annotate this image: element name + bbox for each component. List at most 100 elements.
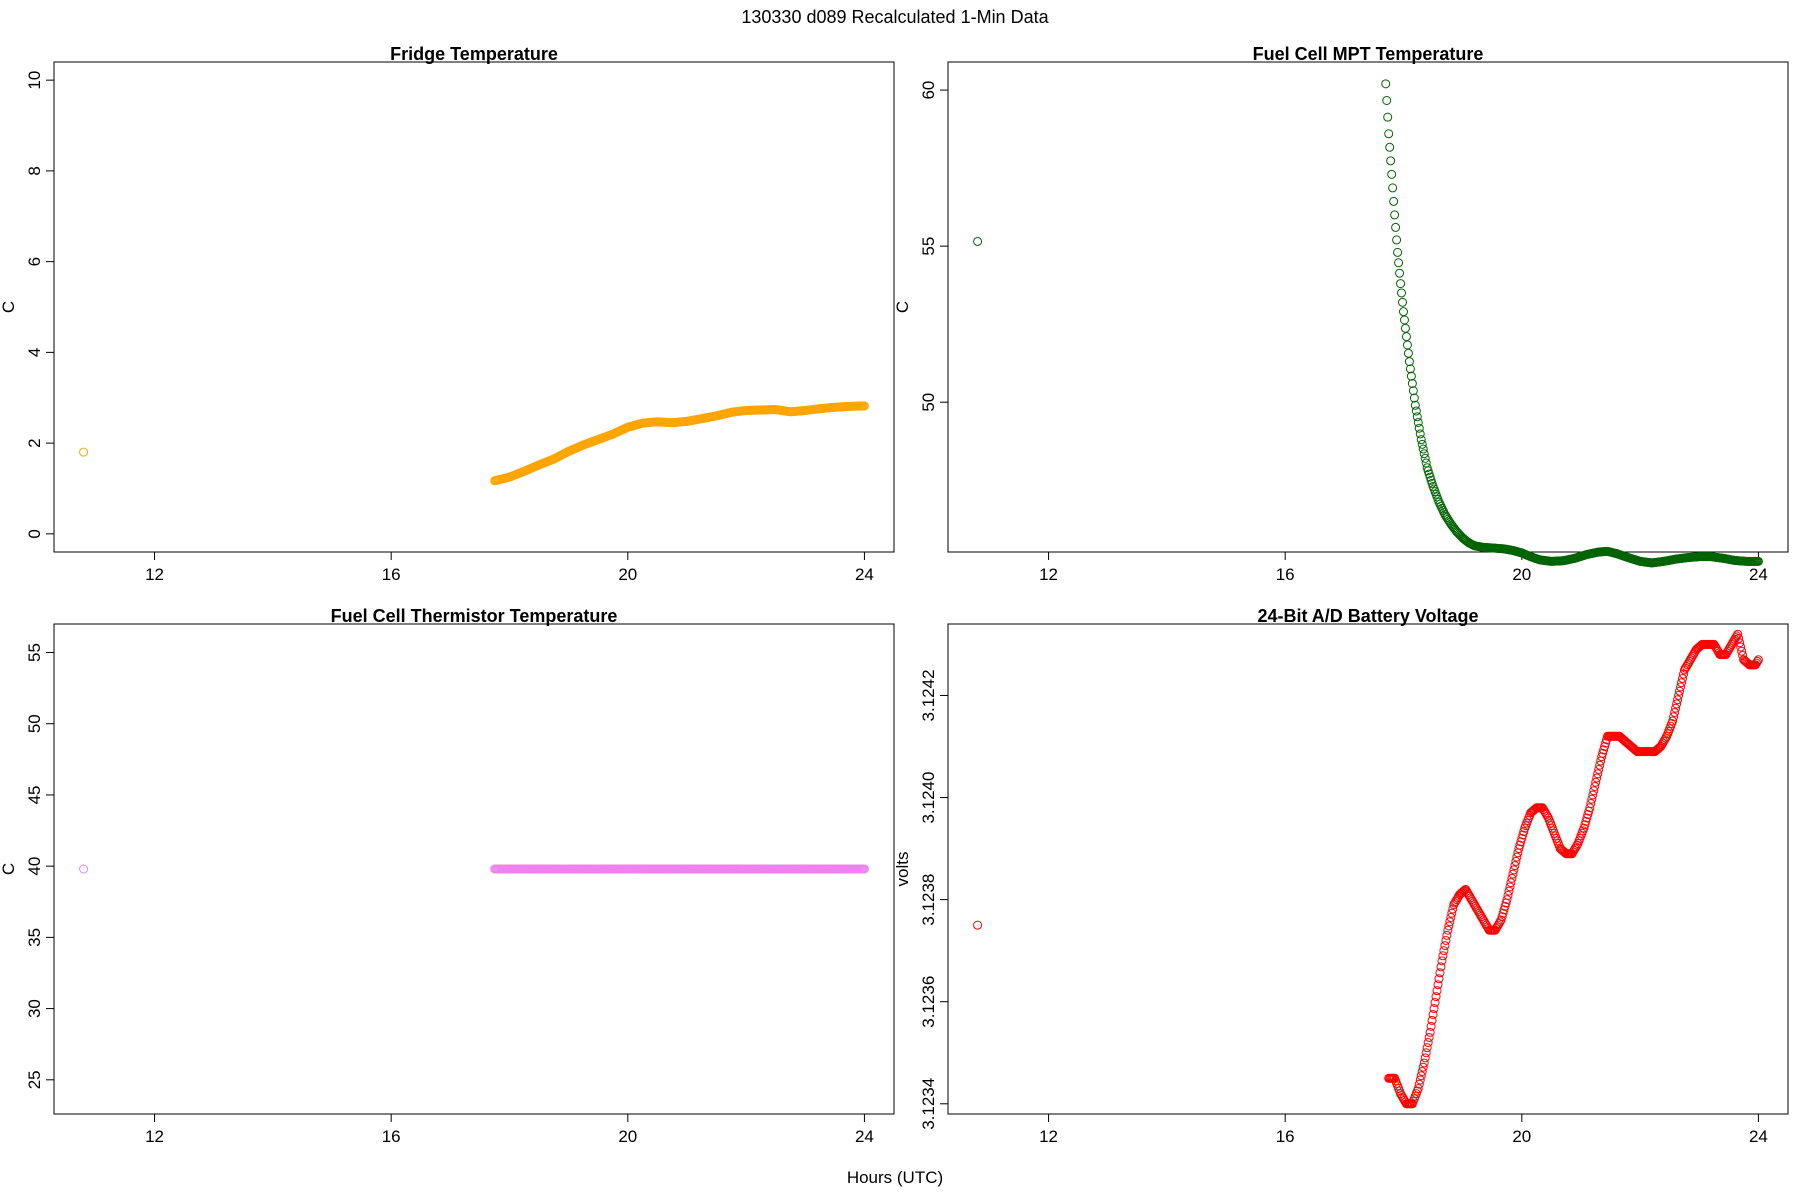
data-point — [1395, 268, 1405, 278]
data-point — [973, 920, 983, 930]
data-point — [1502, 895, 1512, 905]
y-tick-label: 3.1236 — [919, 976, 938, 1028]
data-point — [1671, 703, 1681, 713]
y-tick-label: 30 — [25, 999, 44, 1018]
data-point — [1599, 745, 1609, 755]
data-point — [1410, 400, 1420, 410]
data-point — [1675, 686, 1685, 696]
x-tick-label: 20 — [1512, 565, 1531, 584]
data-point — [1401, 332, 1411, 342]
y-tick-label: 45 — [25, 785, 44, 804]
data-point — [1497, 912, 1507, 922]
data-point — [1416, 1071, 1426, 1081]
data-point — [1435, 968, 1445, 978]
data-point — [1734, 633, 1744, 643]
data-point — [1498, 908, 1508, 918]
data-point — [1587, 794, 1597, 804]
panel-3: Fuel Cell Thermistor Temperature C 12 16 20 2… — [0, 606, 895, 1146]
x-tick-label: 24 — [1749, 1127, 1768, 1146]
data-point — [1590, 781, 1600, 791]
data-point — [1398, 307, 1408, 317]
data-point — [1417, 1066, 1427, 1076]
data-point — [1503, 890, 1513, 900]
data-point — [1677, 678, 1687, 688]
y-tick-label: 3.1238 — [919, 874, 938, 926]
y-axis-label: volts — [893, 852, 912, 887]
data-point — [1506, 878, 1516, 888]
data-point — [1579, 823, 1589, 833]
data-point — [1396, 279, 1406, 289]
data-point — [1738, 650, 1748, 660]
data-point — [1420, 453, 1430, 463]
data-point — [1420, 1053, 1430, 1063]
data-point — [1514, 844, 1524, 854]
data-point — [1383, 112, 1393, 122]
data-point — [1428, 1009, 1438, 1019]
data-point — [1390, 210, 1400, 220]
data-point — [1516, 837, 1526, 847]
data-point — [1443, 925, 1453, 935]
data-point — [1580, 820, 1590, 830]
y-tick-label: 50 — [919, 393, 938, 412]
y-tick-label: 3.1234 — [919, 1078, 938, 1130]
data-point — [1583, 810, 1593, 820]
data-point — [1438, 951, 1448, 961]
x-tick-label: 16 — [1276, 565, 1295, 584]
data-point — [1423, 1038, 1433, 1048]
y-axis-label: C — [893, 301, 912, 313]
data-point — [1442, 930, 1452, 940]
data-point — [1441, 935, 1451, 945]
data-point — [1405, 364, 1415, 374]
data-point — [1676, 682, 1686, 692]
data-point — [1581, 816, 1591, 826]
data-point — [1387, 169, 1397, 179]
data-point — [1597, 752, 1607, 762]
panel-title: Fuel Cell MPT Temperature — [1253, 44, 1484, 64]
data-point — [1413, 1083, 1423, 1093]
data-point — [1515, 840, 1525, 850]
data-point — [1419, 1058, 1429, 1068]
data-point — [973, 236, 983, 246]
plot-frame — [947, 61, 1789, 553]
data-point — [1595, 760, 1605, 770]
data-point — [859, 864, 869, 874]
data-point — [1403, 348, 1413, 358]
y-tick-label: 55 — [919, 237, 938, 256]
y-tick-label: 4 — [25, 348, 44, 357]
data-point — [1508, 869, 1518, 879]
data-point — [1431, 992, 1441, 1002]
data-point — [1511, 856, 1521, 866]
data-point — [1415, 1075, 1425, 1085]
data-point — [1429, 1004, 1439, 1014]
data-point — [1406, 371, 1416, 381]
plot-frame — [947, 623, 1789, 1115]
data-point — [1510, 861, 1520, 871]
panel-title: Fuel Cell Thermistor Temperature — [331, 606, 618, 626]
data-point — [1670, 707, 1680, 717]
data-point — [1507, 873, 1517, 883]
data-point — [1438, 505, 1448, 515]
y-tick-label: 60 — [919, 81, 938, 100]
data-point — [1445, 917, 1455, 927]
data-point — [1444, 921, 1454, 931]
page-title: 130330 d089 Recalculated 1-Min Data — [741, 7, 1049, 27]
y-tick-label: 50 — [25, 714, 44, 733]
data-point — [1517, 833, 1527, 843]
x-axis-label: Hours (UTC) — [847, 1168, 943, 1187]
y-axis-label: C — [0, 863, 18, 875]
y-tick-label: 35 — [25, 928, 44, 947]
data-point — [1600, 742, 1610, 751]
x-tick-label: 16 — [382, 565, 401, 584]
y-tick-label: 8 — [25, 166, 44, 175]
data-point — [1425, 1027, 1435, 1037]
data-point — [1439, 946, 1449, 956]
data-point — [1399, 315, 1409, 325]
panel-title: Fridge Temperature — [390, 44, 558, 64]
data-point — [1408, 386, 1418, 396]
data-point — [1434, 974, 1444, 984]
data-point — [1598, 748, 1608, 758]
data-point — [1736, 642, 1746, 652]
